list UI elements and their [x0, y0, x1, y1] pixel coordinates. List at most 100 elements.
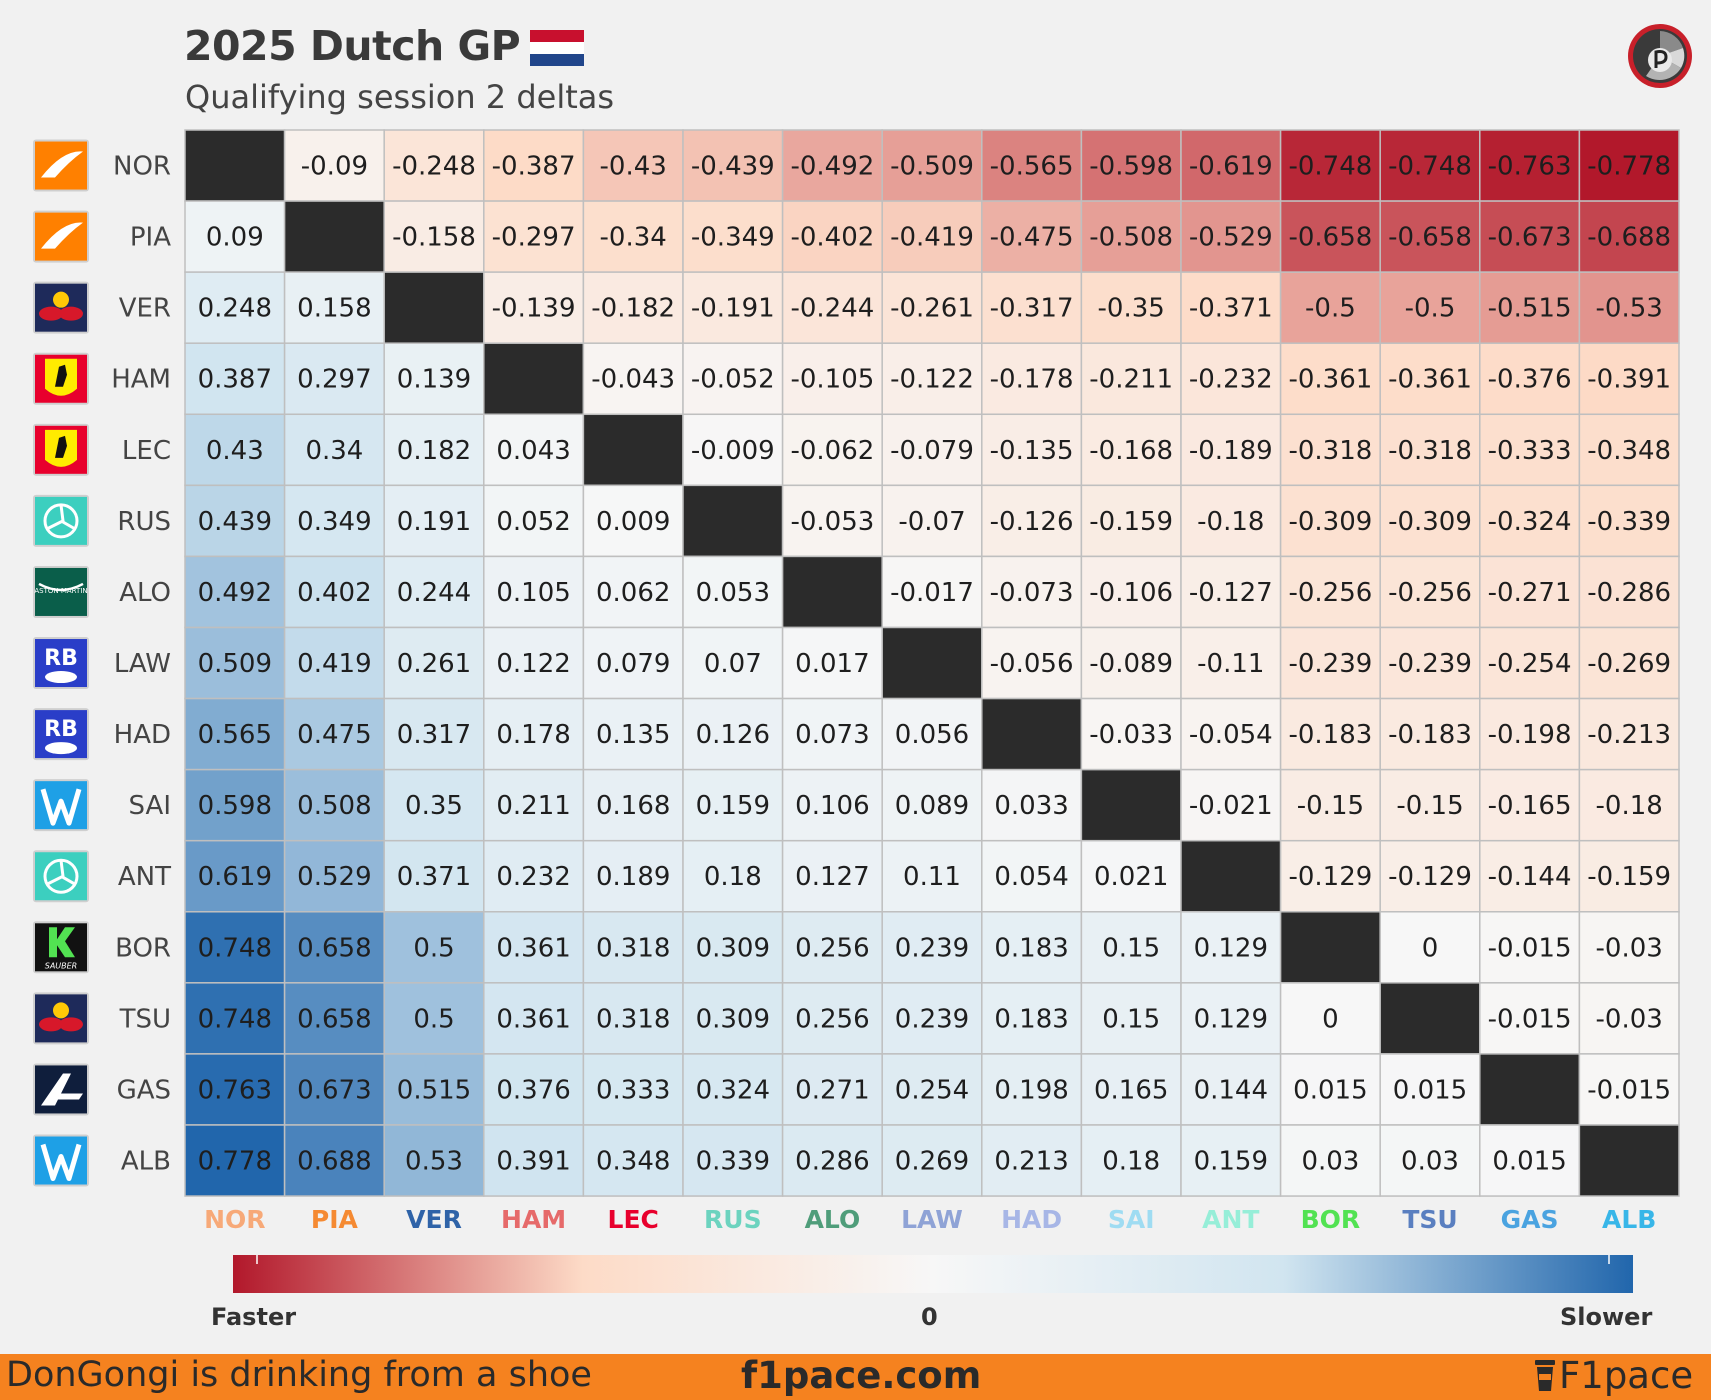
column-driver-label: ALB: [1602, 1205, 1656, 1234]
cell-value-label: 0.089: [895, 791, 969, 821]
sauber-icon: SAUBER: [33, 921, 89, 974]
diagonal-cell: [1479, 1053, 1581, 1126]
heatmap-cell: [881, 911, 983, 984]
heatmap-cell: [682, 839, 784, 913]
heatmap-cell: [881, 1053, 983, 1126]
cell-value-label: -0.07: [898, 507, 965, 537]
cell-value-label: -0.159: [1587, 862, 1671, 892]
column-driver-label: BOR: [1301, 1205, 1361, 1234]
heatmap-cell: [1479, 484, 1581, 558]
heatmap-cell: [781, 768, 883, 842]
cell-value-label: -0.658: [1288, 223, 1372, 253]
heatmap-cell: [1479, 555, 1581, 629]
cell-value-label: 0.5: [413, 1004, 454, 1034]
cell-value-label: -0.348: [1587, 436, 1671, 466]
heatmap-cell: [383, 342, 485, 416]
cell-value-label: -0.439: [691, 152, 775, 182]
cell-value-label: 0.158: [297, 294, 371, 324]
column-driver-label: ALO: [805, 1205, 861, 1234]
diagonal-cell: [1279, 911, 1381, 984]
cell-value-label: -0.529: [1189, 223, 1273, 253]
cell-value-label: -0.043: [591, 365, 675, 395]
cell-value-label: 0.213: [994, 1147, 1068, 1177]
heatmap-cell: [1080, 911, 1182, 984]
cell-value-label: 0.015: [1492, 1147, 1566, 1177]
cell-value-label: 0.508: [297, 791, 371, 821]
cell-value-label: -0.165: [1488, 791, 1572, 821]
cell-value-label: 0.043: [496, 436, 570, 466]
cell-value-label: -0.387: [492, 152, 576, 182]
heatmap-cell: [981, 555, 1083, 629]
cell-value-label: -0.376: [1488, 365, 1572, 395]
heatmap-cell: [1379, 697, 1481, 771]
cell-value-label: 0.286: [795, 1147, 869, 1177]
row-driver-label: HAD: [114, 720, 171, 750]
heatmap-cell: [981, 484, 1083, 558]
cell-value-label: -0.15: [1297, 791, 1364, 821]
cell-value-label: -0.232: [1189, 365, 1273, 395]
heatmap-cell: [1180, 1124, 1282, 1197]
heatmap-cell: [582, 129, 684, 202]
column-driver-label: HAD: [1001, 1205, 1062, 1234]
cell-value-label: -0.43: [600, 152, 667, 182]
cell-value-label: -0.318: [1288, 436, 1372, 466]
row-driver-label: HAM: [111, 365, 171, 395]
heatmap-cell: [383, 697, 485, 771]
heatmap-cell: [682, 555, 784, 629]
cell-value-label: -0.079: [890, 436, 974, 466]
cell-value-label: -0.35: [1098, 294, 1165, 324]
cell-value-label: -0.178: [990, 365, 1074, 395]
heatmap-cell: [1080, 982, 1182, 1055]
heatmap-cell: [981, 839, 1083, 913]
heatmap-cell: [383, 1053, 485, 1126]
cell-value-label: 0.239: [895, 933, 969, 963]
column-driver-label: RUS: [704, 1205, 762, 1234]
heatmap-cell: [383, 555, 485, 629]
cell-value-label: -0.673: [1488, 223, 1572, 253]
cell-value-label: 0.198: [994, 1075, 1068, 1105]
column-driver-label: HAM: [501, 1205, 566, 1234]
row-driver-label: SAI: [129, 791, 171, 821]
row-driver-label: LAW: [114, 649, 171, 679]
cell-value-label: 0.658: [297, 933, 371, 963]
cell-value-label: 0.056: [895, 720, 969, 750]
ferrari-icon: [33, 423, 89, 476]
cell-value-label: -0.054: [1189, 720, 1273, 750]
heatmap-cell: [1479, 200, 1581, 273]
cell-value-label: -0.515: [1488, 294, 1572, 324]
heatmap-cell: [483, 200, 585, 273]
cell-value-label: 0.239: [895, 1004, 969, 1034]
cell-value-label: -0.256: [1288, 578, 1372, 608]
cell-value-label: -0.017: [890, 578, 974, 608]
cell-value-label: 0.371: [397, 862, 471, 892]
heatmap-cell: [1479, 982, 1581, 1055]
heatmap-cell: [781, 982, 883, 1055]
cell-value-label: -0.183: [1288, 720, 1372, 750]
cell-value-label: -0.419: [890, 223, 974, 253]
cell-value-label: 0.126: [696, 720, 770, 750]
cell-value-label: -0.126: [990, 507, 1074, 537]
heatmap-cell: [184, 1124, 286, 1197]
heatmap-cell: [1080, 342, 1182, 416]
heatmap-cell: [483, 555, 585, 629]
heatmap-cell: [184, 200, 286, 273]
heatmap-cell: [184, 555, 286, 629]
cell-value-label: 0.318: [596, 1004, 670, 1034]
cell-value-label: -0.129: [1288, 862, 1372, 892]
cell-value-label: 0.03: [1401, 1147, 1459, 1177]
cell-value-label: 0.376: [496, 1075, 570, 1105]
cell-value-label: 0.178: [496, 720, 570, 750]
cell-value-label: -0.244: [790, 294, 874, 324]
cell-value-label: -0.11: [1197, 649, 1264, 679]
heatmap-cell: [483, 484, 585, 558]
heatmap-cell: [483, 839, 585, 913]
cell-value-label: 0.439: [198, 507, 272, 537]
footer-website-link[interactable]: f1pace.com: [741, 1354, 982, 1397]
heatmap-cell: [1279, 484, 1381, 558]
cell-value-label: 0.492: [198, 578, 272, 608]
mercedes-icon: [33, 494, 89, 547]
heatmap-cell: [1180, 697, 1282, 771]
cell-value-label: 0.402: [297, 578, 371, 608]
cell-value-label: 0.419: [297, 649, 371, 679]
cell-value-label: 0.53: [405, 1147, 463, 1177]
